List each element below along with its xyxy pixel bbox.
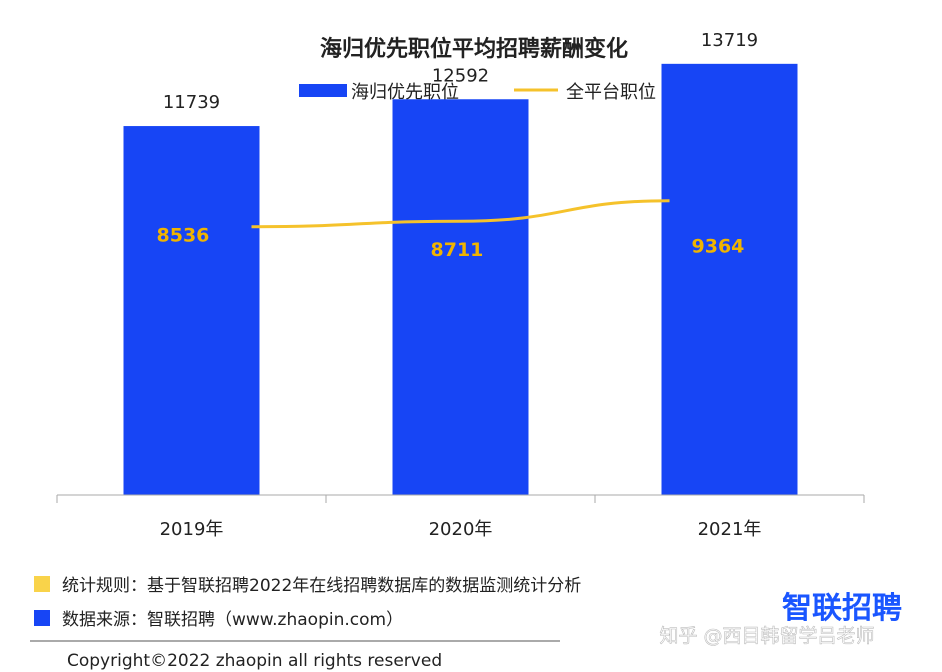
bar-value-label: 13719 [701,30,758,51]
bar [661,63,798,496]
line-value-label: 8536 [157,225,210,247]
x-tick-label: 2020年 [429,519,493,540]
line-value-label: 8711 [431,239,484,261]
x-tick-label: 2021年 [698,519,762,540]
note-swatch-rule [34,576,50,592]
bar-group: 11739 12592 13719 [123,30,798,496]
line-series-group: 8536 8711 9364 [157,199,745,261]
bar-value-label: 12592 [432,65,489,86]
bar-value-label: 11739 [163,92,220,113]
line-series-path [251,199,670,229]
bar [392,99,529,495]
brand-logo: 智联招聘 [782,591,902,626]
line-value-label: 9364 [692,236,745,258]
bar [123,126,260,495]
chart-title: 海归优先职位平均招聘薪酬变化 [320,36,628,62]
x-tick-label: 2019年 [160,519,224,540]
watermark: 知乎 @西目韩留学吕老师 [659,625,874,647]
legend: 海归优先职位 全平台职位 [299,82,656,103]
copyright: Copyright©2022 zhaopin all rights reserv… [67,651,442,671]
note-rule: 统计规则：基于智联招聘2022年在线招聘数据库的数据监测统计分析 [62,576,581,596]
x-axis: 2019年 2020年 2021年 [56,494,865,540]
legend-swatch-bar [299,84,347,97]
note-source: 数据来源：智联招聘（www.zhaopin.com） [62,610,403,630]
legend-label-bar: 海归优先职位 [351,82,459,103]
legend-label-line: 全平台职位 [566,82,656,103]
note-swatch-source [34,610,50,626]
